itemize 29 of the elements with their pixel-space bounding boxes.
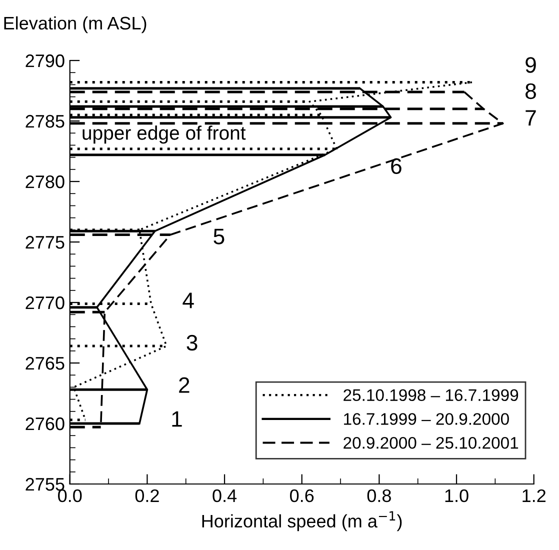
y-tick-label: 2785 bbox=[26, 114, 64, 128]
y-tick-label: 2755 bbox=[26, 478, 64, 491]
legend-label: 16.7.1999 – 20.9.2000 bbox=[344, 413, 509, 425]
y-tick-label: 2780 bbox=[26, 175, 64, 188]
y-axis-title: Elevation (m ASL) bbox=[4, 16, 146, 34]
y-tick-label: 2760 bbox=[26, 417, 64, 430]
annotation: 8 bbox=[526, 83, 536, 100]
x-tick-label: 0.2 bbox=[135, 489, 159, 502]
y-tick-label: 2775 bbox=[26, 236, 64, 249]
x-tick-label: 0.0 bbox=[58, 489, 82, 502]
legend-label: 20.9.2000 – 25.10.2001 bbox=[344, 436, 518, 449]
y-tick-label: 2790 bbox=[26, 54, 64, 68]
y-tick-label: 2765 bbox=[26, 356, 64, 370]
annotation: 9 bbox=[526, 57, 536, 73]
x-tick-label: 1.0 bbox=[445, 489, 468, 502]
x-tick-label: 0.8 bbox=[367, 489, 391, 502]
annotation: 1 bbox=[172, 411, 182, 427]
annotation: 2 bbox=[179, 377, 190, 393]
y-tick-label: 2770 bbox=[26, 296, 64, 310]
annotation: upper edge of front bbox=[82, 126, 246, 144]
annotation: 4 bbox=[182, 292, 194, 308]
annotation: 3 bbox=[186, 334, 198, 351]
x-axis-title: Horizontal speed (m a$^{−1}$) bbox=[202, 511, 402, 532]
x-tick-label: 0.6 bbox=[290, 489, 314, 502]
legend-label: 25.10.1998 – 16.7.1999 bbox=[344, 389, 518, 402]
x-tick-label: 1.2 bbox=[522, 489, 546, 502]
annotation: 5 bbox=[214, 228, 224, 244]
annotation: 7 bbox=[526, 110, 536, 126]
x-tick-label: 0.4 bbox=[212, 489, 237, 502]
